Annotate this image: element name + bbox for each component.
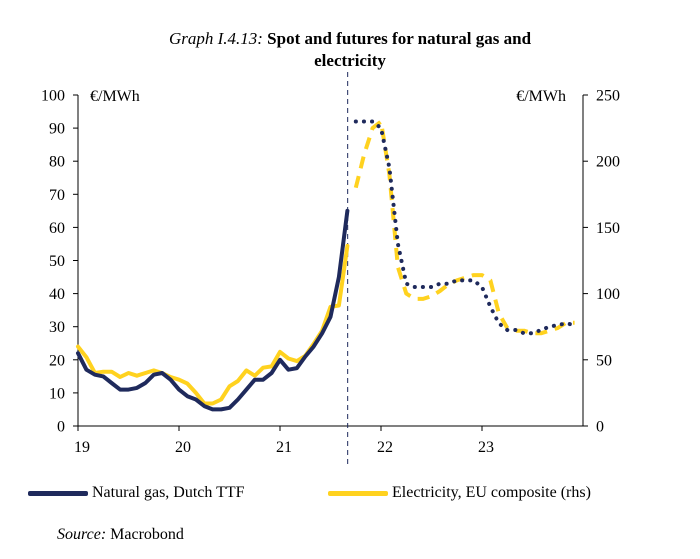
right-tick-label: 100 [596,286,620,303]
legend-swatch-electricity [328,490,388,496]
right-tick-label: 250 [596,88,620,105]
electricity-spot-line [76,243,350,406]
x-tick-label: 22 [377,439,393,456]
electricity-futures-line [353,119,575,336]
source-value: Macrobond [110,526,184,543]
gas-spot-line [76,208,350,412]
right-tick-label: 0 [596,419,604,436]
legend-label-gas: Natural gas, Dutch TTF [92,484,245,501]
legend-swatch-gas [28,490,88,496]
right-tick-label: 150 [596,220,620,237]
legend-label-electricity: Electricity, EU composite (rhs) [392,484,591,501]
right-tick-label: 50 [596,352,612,369]
source-note: Source: Macrobond [57,526,184,544]
x-tick-label: 20 [175,439,191,456]
source-label: Source: [57,526,107,543]
series-layer [76,119,577,412]
x-tick-label: 19 [74,439,90,456]
title-line1: Spot and futures for natural gas and [267,29,532,48]
chart-axes: 0 10 20 30 40 50 60 70 80 90 100 0 50 100 150 200 250 19 2… [41,72,620,466]
left-tick-label: 50 [49,253,65,270]
legend-item-gas: Natural gas, Dutch TTF [28,484,245,502]
chart-canvas: 0 10 20 30 40 50 60 70 80 90 100 0 50 100 150 200 250 19 2… [41,72,620,466]
left-tick-label: 20 [49,352,65,369]
left-tick-label: 80 [49,154,65,171]
left-tick-label: 10 [49,385,65,402]
right-axis-unit: €/MWh [516,88,566,105]
left-tick-label: 90 [49,121,65,138]
left-tick-label: 60 [49,220,65,237]
left-axis-unit: €/MWh [90,88,140,105]
x-tick-label: 23 [478,439,494,456]
left-tick-label: 0 [57,419,65,436]
gas-futures-line [353,119,577,336]
x-tick-label: 21 [276,439,292,456]
left-tick-label: 30 [49,319,65,336]
chart-title: Graph I.4.13: Spot and futures for natur… [0,28,700,72]
left-tick-label: 70 [49,187,65,204]
title-prefix: Graph I.4.13: [168,29,263,48]
left-tick-label: 40 [49,286,65,303]
legend-item-electricity: Electricity, EU composite (rhs) [328,484,591,502]
right-tick-label: 200 [596,154,620,171]
left-tick-label: 100 [41,88,65,105]
title-line2: electricity [314,51,386,70]
